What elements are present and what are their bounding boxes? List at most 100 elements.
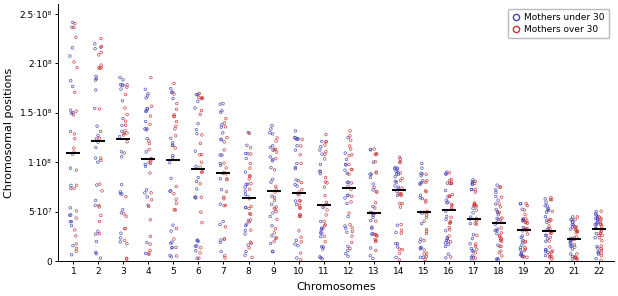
Point	[467, 248, 477, 253]
Point	[492, 216, 502, 221]
Point	[91, 239, 101, 244]
Point	[470, 187, 480, 192]
Point	[493, 210, 503, 215]
Point	[397, 176, 407, 181]
Point	[415, 181, 425, 186]
Point	[366, 218, 376, 223]
Point	[368, 256, 378, 261]
Point	[197, 96, 207, 101]
Point	[366, 246, 376, 250]
Point	[192, 186, 201, 191]
Point	[320, 234, 329, 239]
Point	[219, 203, 229, 208]
Point	[372, 234, 382, 238]
Point	[195, 141, 205, 146]
Point	[446, 177, 456, 182]
Point	[342, 180, 352, 185]
Point	[417, 211, 427, 215]
Point	[591, 209, 601, 214]
Point	[343, 254, 353, 259]
Point	[94, 203, 104, 208]
Point	[69, 132, 79, 136]
Point	[122, 139, 132, 144]
Point	[93, 133, 103, 138]
Point	[491, 202, 501, 206]
Point	[594, 233, 604, 238]
Point	[396, 160, 405, 164]
Point	[394, 172, 404, 177]
Point	[492, 231, 502, 236]
Point	[396, 205, 405, 210]
Point	[295, 199, 305, 203]
Point	[446, 221, 455, 225]
Point	[392, 189, 402, 194]
Point	[467, 246, 476, 251]
Point	[265, 130, 275, 135]
Point	[596, 222, 606, 226]
Point	[545, 235, 555, 240]
Point	[317, 244, 327, 249]
Point	[290, 166, 300, 171]
Point	[165, 189, 175, 194]
Point	[71, 35, 81, 40]
Point	[491, 190, 501, 195]
Point	[242, 222, 252, 227]
Point	[290, 182, 300, 187]
Point	[146, 158, 156, 163]
Point	[222, 176, 232, 181]
Point	[169, 207, 179, 212]
Point	[266, 180, 276, 185]
Point	[421, 172, 431, 177]
Point	[295, 152, 305, 157]
Point	[496, 217, 506, 221]
Point	[597, 233, 607, 238]
Point	[591, 231, 601, 236]
Point	[547, 250, 557, 255]
Point	[296, 144, 306, 148]
Point	[193, 92, 203, 97]
Point	[392, 166, 402, 170]
Point	[493, 217, 503, 222]
Point	[241, 156, 251, 161]
Point	[343, 193, 353, 198]
Point	[370, 152, 380, 157]
Point	[68, 84, 78, 89]
Point	[216, 137, 226, 142]
Point	[267, 194, 277, 199]
Point	[96, 213, 106, 218]
Point	[215, 161, 225, 166]
Point	[220, 253, 230, 258]
Point	[247, 255, 257, 260]
Point	[195, 251, 205, 255]
Point	[442, 235, 452, 240]
Point	[541, 247, 551, 252]
Point	[520, 240, 530, 244]
Point	[116, 236, 125, 240]
Point	[318, 245, 328, 250]
Legend: Mothers under 30, Mothers over 30: Mothers under 30, Mothers over 30	[508, 9, 609, 38]
Point	[320, 143, 330, 147]
Point	[571, 258, 581, 263]
Point	[292, 256, 302, 260]
Point	[321, 175, 331, 180]
Point	[417, 166, 427, 170]
Point	[444, 170, 454, 175]
Point	[467, 236, 477, 241]
Point	[392, 223, 402, 228]
Point	[172, 107, 182, 112]
Point	[595, 230, 605, 235]
Point	[67, 152, 77, 157]
Point	[371, 239, 381, 244]
Point	[193, 239, 203, 244]
Point	[419, 252, 429, 256]
Point	[390, 174, 400, 179]
Point	[540, 203, 550, 208]
Point	[121, 92, 130, 97]
Point	[141, 96, 151, 100]
Point	[417, 221, 426, 226]
Point	[441, 240, 451, 245]
Point	[468, 232, 478, 237]
Point	[171, 146, 180, 150]
Point	[166, 241, 176, 246]
Point	[441, 255, 451, 260]
